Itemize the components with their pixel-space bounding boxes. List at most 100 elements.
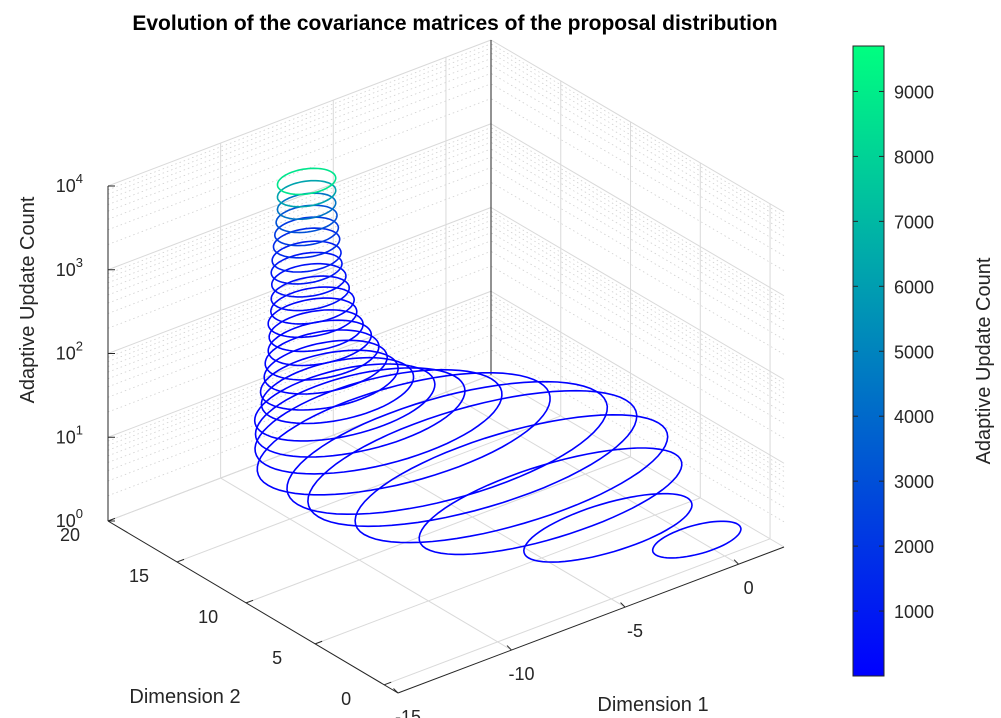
covariance-ring — [271, 240, 342, 273]
z-grid-line — [490, 290, 785, 464]
z-tick-label: 102 — [56, 339, 83, 364]
covariance-ring — [254, 367, 466, 458]
x-tick-mark — [733, 559, 739, 565]
minor-grid-line — [107, 98, 492, 245]
colorbar-tick-label: 8000 — [894, 147, 934, 167]
z-grid-line — [490, 374, 785, 548]
minor-grid-line — [107, 72, 492, 220]
minor-grid-line — [107, 127, 492, 274]
minor-grid-line — [107, 250, 492, 398]
colorbar-ticks: 1000 2000 3000 4000 5000 6000 7000 8000 9000 — [853, 82, 934, 622]
x-tick-label: -15 — [395, 707, 421, 718]
colorbar-tick-label: 9000 — [894, 82, 934, 102]
y-tick-label: 20 — [60, 525, 80, 545]
covariance-ring — [270, 275, 351, 312]
minor-grid-line — [107, 316, 492, 463]
x-tick-label: 0 — [744, 578, 754, 598]
colorbar-tick-label: 5000 — [894, 342, 934, 362]
x-axis-label: Dimension 1 — [597, 694, 708, 716]
covariance-ring — [267, 297, 358, 339]
z-grid-line — [490, 207, 785, 380]
minor-grid-line — [107, 156, 492, 304]
z-tick-label: 101 — [56, 422, 83, 447]
minor-grid-line — [107, 131, 492, 279]
y-tick-label: 5 — [272, 648, 282, 668]
covariance-ring — [270, 251, 343, 285]
minor-grid-line — [107, 167, 492, 314]
z-axis-label: Adaptive Update Count — [17, 196, 39, 403]
covariance-ring — [259, 349, 399, 411]
covariance-ring — [276, 167, 337, 196]
x-tick-label: -10 — [509, 664, 535, 684]
minor-grid-line — [107, 240, 492, 388]
y-grid-line — [245, 456, 631, 604]
minor-grid-line — [107, 334, 492, 482]
minor-grid-line — [107, 324, 492, 471]
z-grid-line — [107, 290, 492, 438]
minor-grid-line — [107, 215, 492, 362]
covariance-ring — [268, 309, 364, 353]
colorbar — [852, 45, 885, 677]
covariance-ring — [307, 389, 638, 528]
covariance-ring — [256, 371, 551, 496]
minor-grid-line — [107, 210, 492, 358]
minor-grid-line — [107, 83, 492, 231]
covariance-ring — [286, 380, 609, 516]
x-tick-mark — [393, 688, 399, 694]
y-grid-line — [384, 538, 771, 686]
minor-grid-line — [107, 64, 492, 212]
covariance-ring — [418, 447, 683, 556]
y-axis-label: Dimension 2 — [129, 686, 240, 708]
y-tick-mark — [176, 558, 185, 563]
x-axis-line — [397, 546, 785, 694]
covariance-ring — [276, 179, 337, 208]
axis-ticks: 100 101 102 103 104 0 5 10 15 20 -15 -10 -5 0 — [56, 171, 754, 718]
covariance-ring — [273, 216, 340, 247]
colorbar-tick-label: 1000 — [894, 602, 934, 622]
y-grid-line — [176, 415, 561, 563]
y-tick-label: 15 — [129, 566, 149, 586]
minor-grid-line — [107, 349, 492, 497]
covariance-ring — [264, 329, 380, 381]
chart-title: Evolution of the covariance matrices of … — [132, 12, 777, 35]
z-grid-line — [490, 39, 785, 213]
z-grid-line — [107, 123, 492, 271]
covariance-ring — [270, 262, 347, 298]
colorbar-tick-label: 7000 — [894, 212, 934, 232]
covariance-ring — [354, 413, 669, 544]
minor-grid-line — [107, 43, 492, 191]
x-grid-line — [445, 391, 739, 565]
minor-grid-line — [107, 181, 492, 329]
minor-grid-line — [107, 298, 492, 446]
x-tick-label: -5 — [627, 621, 643, 641]
grid-lines — [107, 39, 785, 694]
minor-grid-line — [107, 232, 492, 380]
minor-grid-line — [107, 220, 492, 367]
y-grid-line — [314, 497, 701, 645]
z-tick-label: 104 — [56, 171, 83, 196]
y-tick-mark — [384, 681, 392, 686]
covariance-rings — [253, 167, 742, 563]
minor-grid-line — [107, 265, 492, 413]
minor-grid-line — [107, 141, 492, 289]
y-tick-mark — [314, 640, 323, 645]
minor-grid-line — [107, 303, 492, 451]
y-axis-line — [107, 520, 399, 694]
minor-grid-line — [107, 47, 492, 195]
x-tick-mark — [620, 602, 626, 608]
z-tick-label: 103 — [56, 255, 83, 280]
z-grid-line — [107, 207, 492, 354]
z-grid-line — [107, 39, 492, 187]
y-tick-label: 10 — [198, 607, 218, 627]
covariance-ring — [272, 227, 341, 259]
z-tick-label: 100 — [56, 506, 83, 531]
y-tick-mark — [245, 599, 254, 604]
x-tick-mark — [506, 645, 512, 651]
covariance-ring — [522, 492, 693, 563]
colorbar-tick-label: 2000 — [894, 537, 934, 557]
minor-grid-line — [107, 309, 492, 457]
minor-grid-line — [107, 136, 492, 284]
colorbar-label: Adaptive Update Count — [973, 257, 995, 464]
